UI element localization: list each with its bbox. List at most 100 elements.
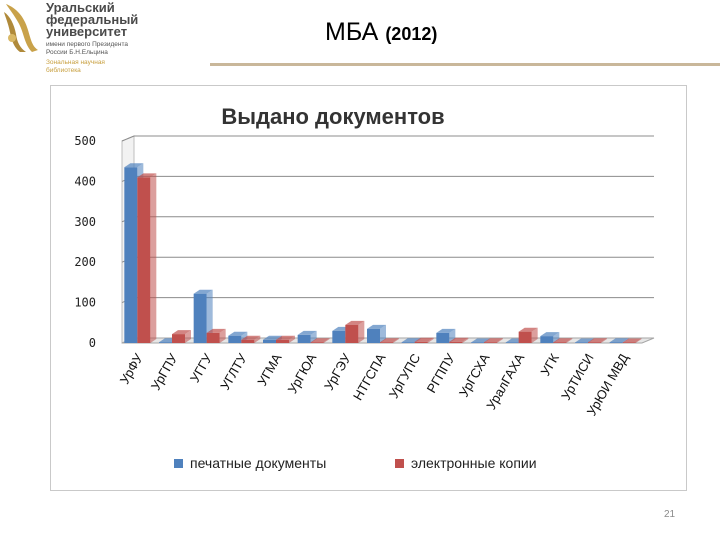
y-tick-label: 500 — [74, 134, 96, 148]
bar-electronic-top — [345, 320, 365, 325]
bar-electronic — [345, 324, 359, 343]
bar-electronic — [310, 342, 324, 343]
slide-title-year: (2012) — [385, 24, 438, 44]
bar-electronic-side — [497, 338, 503, 343]
slide-title-main: МБА — [325, 18, 379, 46]
logo-library-1: Зональная научная — [46, 59, 105, 66]
bar-printed — [228, 335, 242, 343]
bar-electronic-side — [358, 320, 365, 343]
bar-electronic-side — [150, 173, 157, 343]
x-tick-label: РГППУ — [424, 350, 459, 395]
x-tick-label: УрГЭУ — [321, 350, 354, 392]
x-tick-label: УГГУ — [187, 350, 216, 385]
x-tick-label: УГК — [538, 351, 563, 379]
x-tick-label: НТГСПА — [350, 351, 389, 403]
bar-electronic-top — [484, 338, 503, 343]
bar-electronic-top — [518, 327, 538, 332]
legend-label-printed: печатные документы — [190, 455, 326, 471]
bar-electronic-top — [553, 338, 573, 343]
bar-printed — [401, 342, 415, 343]
bar-electronic-side — [531, 327, 538, 343]
x-tick-label: УрГУПС — [386, 351, 423, 401]
logo-line-2: федеральный — [46, 12, 139, 27]
bar-electronic-top — [588, 338, 607, 343]
bar-printed — [193, 293, 207, 343]
bar-electronic — [588, 342, 601, 343]
gridline-diag — [121, 135, 135, 142]
bar-electronic — [414, 341, 428, 343]
bar-electronic-side — [254, 335, 261, 343]
chart-title: Выдано документов — [221, 104, 444, 129]
bar-electronic-side — [635, 338, 642, 343]
title-divider — [210, 63, 720, 66]
bar-printed-top — [124, 163, 144, 168]
y-tick-label: 0 — [89, 336, 96, 350]
bar-electronic — [622, 342, 636, 343]
bar-printed-top — [540, 332, 560, 337]
bar-electronic — [241, 339, 255, 343]
bar-printed-top — [228, 331, 248, 336]
legend-label-electronic: электронные копии — [411, 455, 537, 471]
y-tick-label: 100 — [74, 296, 96, 310]
bar-printed-top — [263, 335, 282, 340]
x-tick-label: УрТИСИ — [558, 351, 596, 403]
bar-electronic-top — [241, 335, 261, 340]
bar-electronic — [137, 177, 151, 343]
bar-printed-side — [206, 289, 213, 343]
bar-printed — [124, 167, 138, 343]
x-tick-label: УрГПУ — [148, 350, 181, 392]
bar-electronic-top — [449, 337, 469, 342]
bar-electronic — [172, 334, 185, 343]
bar-electronic-side — [185, 330, 191, 343]
university-emblem-icon — [4, 4, 38, 52]
bar-electronic — [449, 341, 463, 343]
bar-printed — [263, 339, 276, 343]
bar-printed — [471, 342, 484, 343]
bar-electronic-side — [601, 338, 607, 343]
y-tick-label: 200 — [74, 255, 96, 269]
bar-electronic-top — [380, 338, 399, 343]
bar-electronic-side — [566, 338, 573, 343]
slide-title: МБА (2012) — [325, 18, 437, 47]
university-logo: Уральский федеральный университет имени … — [2, 1, 142, 82]
logo-library-2: библиотека — [46, 67, 81, 74]
y-tick-label: 300 — [74, 215, 96, 229]
logo-line-3: университет — [46, 24, 128, 39]
x-tick-label: УГМА — [254, 351, 284, 389]
x-tick-label: УрГСХА — [456, 351, 493, 400]
bar-printed-top — [367, 324, 386, 329]
bar-electronic-top — [414, 337, 434, 342]
bar-electronic-top — [310, 338, 330, 343]
bar-electronic — [484, 342, 497, 343]
bar-electronic — [206, 332, 220, 343]
bar-printed — [367, 328, 380, 343]
bar-electronic — [380, 342, 393, 343]
x-tick-label: УрФУ — [117, 350, 147, 386]
bar-printed — [575, 342, 588, 343]
bar-electronic-top — [622, 338, 642, 343]
bar-printed-side — [553, 332, 560, 343]
bar-electronic-top — [137, 173, 157, 178]
logo-subtitle-1: имени первого Президента — [46, 41, 129, 48]
bar-electronic-side — [323, 338, 330, 343]
bar-printed — [297, 334, 311, 343]
x-tick-label: УрГЮА — [285, 351, 320, 396]
bar-electronic-top — [276, 335, 295, 340]
bar-printed-side — [380, 324, 386, 343]
bar-printed — [332, 330, 346, 343]
bar-printed-top — [609, 338, 629, 343]
legend-swatch-electronic — [395, 459, 404, 468]
bar-printed — [436, 332, 450, 343]
bar-printed — [609, 342, 623, 343]
page-number: 21 — [664, 509, 676, 520]
bar-printed — [159, 342, 172, 343]
bar-electronic — [518, 331, 532, 343]
bar-electronic-side — [289, 335, 295, 343]
bar-electronic-top — [172, 330, 191, 335]
legend-swatch-printed — [174, 459, 183, 468]
bar-electronic — [276, 339, 289, 343]
bar-printed — [505, 342, 519, 343]
bar-printed-top — [297, 330, 317, 335]
bar-printed-top — [436, 328, 456, 333]
